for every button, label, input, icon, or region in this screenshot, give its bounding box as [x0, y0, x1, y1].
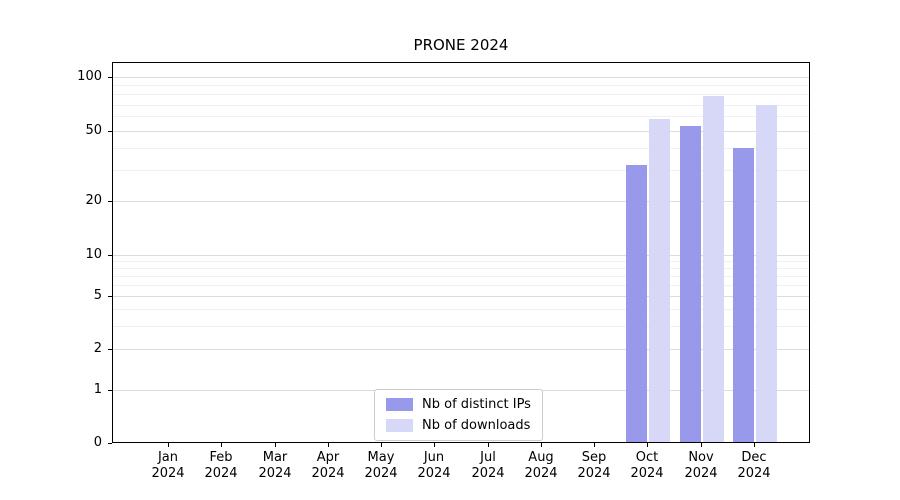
- x-tick-label: Jul 2024: [471, 450, 505, 481]
- gridline-major: [113, 349, 809, 350]
- y-tick-mark: [108, 443, 112, 444]
- y-tick-label: 10: [85, 247, 102, 262]
- x-tick-mark: [434, 443, 435, 447]
- x-tick-mark: [221, 443, 222, 447]
- y-tick-mark: [108, 349, 112, 350]
- x-tick-mark: [541, 443, 542, 447]
- x-tick-mark: [381, 443, 382, 447]
- x-tick-label: Apr 2024: [311, 450, 345, 481]
- x-tick-mark: [754, 443, 755, 447]
- x-tick-mark: [275, 443, 276, 447]
- bar-distinct-ips-nov: [680, 126, 701, 443]
- gridline-minor: [113, 326, 809, 327]
- gridline-minor: [113, 285, 809, 286]
- bar-distinct-ips-dec: [733, 148, 754, 443]
- legend-label-downloads: Nb of downloads: [422, 418, 531, 433]
- gridline-major: [113, 201, 809, 202]
- gridline-minor: [113, 116, 809, 117]
- x-tick-label: Sep 2024: [577, 450, 611, 481]
- x-tick-mark: [488, 443, 489, 447]
- x-tick-mark: [594, 443, 595, 447]
- legend-swatch-distinct-ips: [386, 398, 413, 411]
- x-tick-mark: [168, 443, 169, 447]
- x-tick-mark: [647, 443, 648, 447]
- x-tick-label: Oct 2024: [630, 450, 664, 481]
- y-tick-label: 0: [93, 435, 102, 450]
- legend-item-downloads: Nb of downloads: [386, 418, 531, 433]
- gridline-major: [113, 131, 809, 132]
- y-tick-label: 2: [93, 341, 102, 356]
- y-tick-mark: [108, 201, 112, 202]
- x-tick-label: Feb 2024: [204, 450, 238, 481]
- y-tick-mark: [108, 255, 112, 256]
- x-tick-label: Jun 2024: [417, 450, 451, 481]
- gridline-minor: [113, 105, 809, 106]
- y-tick-mark: [108, 131, 112, 132]
- x-tick-label: Mar 2024: [258, 450, 292, 481]
- gridline-minor: [113, 309, 809, 310]
- y-tick-label: 20: [85, 193, 102, 208]
- gridline-minor: [113, 268, 809, 269]
- gridline-minor: [113, 170, 809, 171]
- gridline-minor: [113, 276, 809, 277]
- y-tick-label: 5: [93, 288, 102, 303]
- legend-swatch-downloads: [386, 419, 413, 432]
- bar-distinct-ips-oct: [626, 165, 647, 443]
- bar-downloads-oct: [649, 119, 670, 443]
- bar-downloads-nov: [703, 96, 724, 443]
- x-tick-label: Jan 2024: [151, 450, 185, 481]
- legend: Nb of distinct IPs Nb of downloads: [374, 389, 543, 441]
- gridline-minor: [113, 261, 809, 262]
- y-tick-mark: [108, 296, 112, 297]
- legend-label-distinct-ips: Nb of distinct IPs: [422, 397, 531, 412]
- gridline-major: [113, 77, 809, 78]
- x-tick-mark: [328, 443, 329, 447]
- gridline-minor: [113, 85, 809, 86]
- x-tick-label: May 2024: [364, 450, 398, 481]
- bar-downloads-dec: [756, 105, 777, 443]
- legend-item-distinct-ips: Nb of distinct IPs: [386, 397, 531, 412]
- y-tick-label: 1: [93, 382, 102, 397]
- gridline-major: [113, 255, 809, 256]
- chart-title: PRONE 2024: [413, 36, 509, 54]
- x-tick-mark: [701, 443, 702, 447]
- gridline-minor: [113, 148, 809, 149]
- gridline-major: [113, 296, 809, 297]
- gridline-minor: [113, 94, 809, 95]
- y-tick-label: 100: [77, 69, 102, 84]
- x-tick-label: Nov 2024: [684, 450, 718, 481]
- x-tick-label: Aug 2024: [524, 450, 558, 481]
- y-tick-label: 50: [85, 123, 102, 138]
- y-tick-mark: [108, 390, 112, 391]
- y-tick-mark: [108, 77, 112, 78]
- x-tick-label: Dec 2024: [737, 450, 771, 481]
